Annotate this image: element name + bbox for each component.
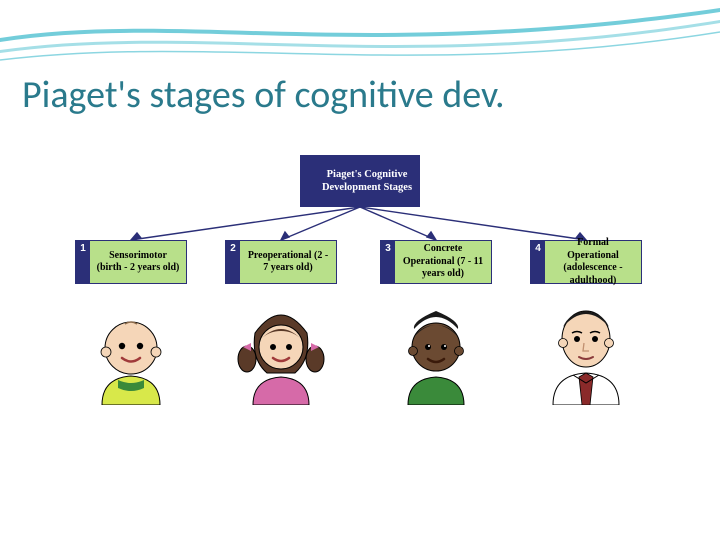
- stage-node-1: 1 Sensorimotor (birth - 2 years old): [75, 240, 187, 284]
- stage-label-2: Preoperational (2 - 7 years old): [240, 241, 336, 283]
- stage-num-2: 2: [226, 241, 240, 283]
- header-swoosh: [0, 0, 720, 80]
- face-baby: [75, 295, 187, 405]
- stage-num-4: 4: [531, 241, 545, 283]
- page-title: Piaget's stages of cognitive dev.: [22, 72, 505, 118]
- face-boy: [380, 295, 492, 405]
- root-label: Piaget's Cognitive Development Stages: [315, 156, 419, 206]
- face-adult: [530, 295, 642, 405]
- stage-node-2: 2 Preoperational (2 - 7 years old): [225, 240, 337, 284]
- stage-num-1: 1: [76, 241, 90, 283]
- stage-label-3: Concrete Operational (7 - 11 years old): [395, 241, 491, 283]
- stage-node-4: 4 Formal Operational (adolescence - adul…: [530, 240, 642, 284]
- stage-num-3: 3: [381, 241, 395, 283]
- stage-label-1: Sensorimotor (birth - 2 years old): [90, 241, 186, 283]
- root-tab: [301, 156, 315, 206]
- piaget-diagram: Piaget's Cognitive Development Stages 1 …: [75, 155, 645, 415]
- stage-label-4: Formal Operational (adolescence - adulth…: [545, 241, 641, 283]
- face-girl: [225, 295, 337, 405]
- root-node: Piaget's Cognitive Development Stages: [300, 155, 420, 207]
- stage-node-3: 3 Concrete Operational (7 - 11 years old…: [380, 240, 492, 284]
